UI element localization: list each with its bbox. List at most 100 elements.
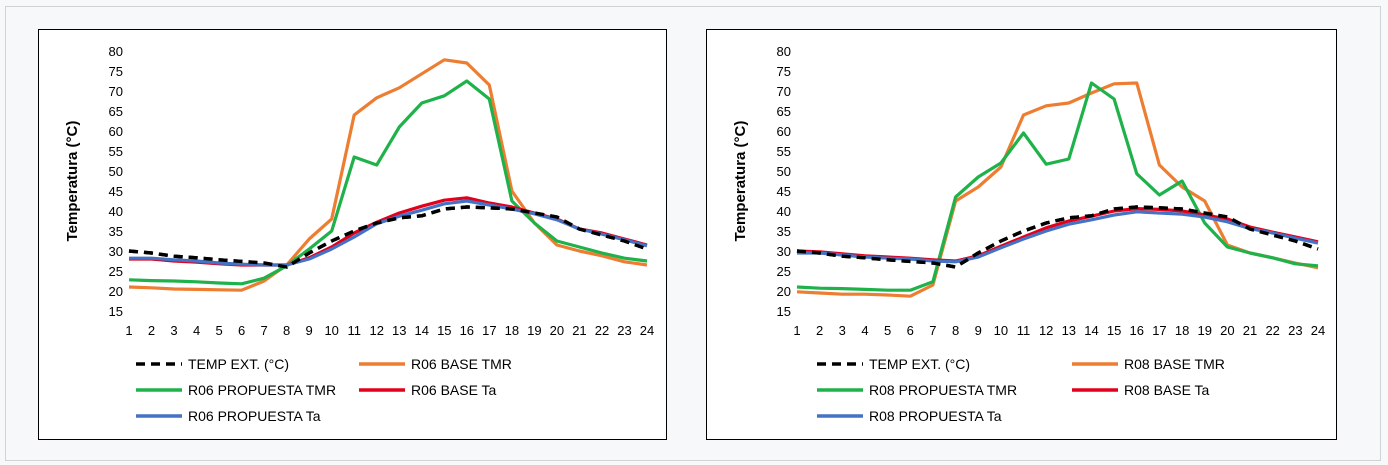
y-tick-label: 80: [777, 44, 791, 59]
y-tick-label: 70: [109, 84, 123, 99]
x-tick-label: 2: [148, 323, 155, 338]
series-line: [128, 79, 648, 286]
legend-label: R08 BASE TMR: [1124, 356, 1225, 372]
x-tick-label: 10: [324, 323, 338, 338]
x-tick-label: 16: [1130, 323, 1144, 338]
x-tick-label: 7: [929, 323, 936, 338]
x-tick-label: 3: [839, 323, 846, 338]
y-tick-label: 45: [109, 184, 123, 199]
y-axis-title: Temperatura (°C): [732, 121, 749, 242]
x-tick-label: 4: [861, 323, 868, 338]
x-tick-label: 21: [572, 323, 586, 338]
legend-label: R08 PROPUESTA TMR: [869, 382, 1017, 398]
x-tick-label: 16: [460, 323, 474, 338]
x-tick-label: 12: [1039, 323, 1053, 338]
x-tick-label: 18: [1175, 323, 1189, 338]
x-tick-label: 10: [994, 323, 1008, 338]
y-tick-label: 35: [777, 224, 791, 239]
y-tick-label: 35: [109, 224, 123, 239]
x-tick-label: 20: [1220, 323, 1234, 338]
x-tick-label: 15: [1107, 323, 1121, 338]
x-tick-label: 19: [527, 323, 541, 338]
y-tick-label: 60: [109, 124, 123, 139]
y-tick-label: 40: [109, 204, 123, 219]
x-tick-label: 3: [170, 323, 177, 338]
y-tick-label: 80: [109, 44, 123, 59]
x-tick-label: 8: [283, 323, 290, 338]
x-tick-label: 19: [1198, 323, 1212, 338]
y-tick-label: 75: [777, 64, 791, 79]
series-line: [129, 199, 648, 267]
x-tick-label: 14: [1084, 323, 1098, 338]
y-tick-label: 55: [777, 144, 791, 159]
y-tick-label: 25: [109, 264, 123, 279]
series-line: [796, 207, 1319, 263]
y-tick-label: 45: [777, 184, 791, 199]
chart-panel-r08: 15 20 25 30 35 40 45 50 55 60 65 70 75 80 1 2 3 4 5 6 7 8 9 10 1…: [706, 29, 1337, 440]
x-tick-label: 5: [884, 323, 891, 338]
y-tick-label: 40: [777, 204, 791, 219]
y-tick-label: 30: [109, 244, 123, 259]
x-tick-label: 13: [1062, 323, 1076, 338]
x-tick-label: 17: [1152, 323, 1166, 338]
x-tick-label: 8: [952, 323, 959, 338]
y-tick-label: 50: [777, 164, 791, 179]
x-tick-label: 11: [1017, 323, 1031, 338]
x-tick-label: 12: [370, 323, 384, 338]
x-tick-label: 6: [907, 323, 914, 338]
x-tick-label: 7: [261, 323, 268, 338]
y-tick-label: 15: [777, 304, 791, 319]
legend-label: R06 PROPUESTA Ta: [188, 408, 321, 424]
x-tick-label: 24: [640, 323, 654, 338]
x-tick-label: 23: [617, 323, 631, 338]
legend-label: R06 BASE Ta: [411, 382, 497, 398]
x-tick-label: 1: [125, 323, 132, 338]
x-tick-label: 15: [437, 323, 451, 338]
x-tick-label: 1: [793, 323, 800, 338]
x-tick-label: 24: [1311, 323, 1325, 338]
y-tick-label: 20: [777, 284, 791, 299]
x-tick-label: 18: [505, 323, 519, 338]
series-line: [796, 81, 1319, 298]
legend-label: R06 PROPUESTA TMR: [188, 382, 336, 398]
y-tick-label: 15: [109, 304, 123, 319]
x-tick-label: 17: [482, 323, 496, 338]
y-tick-label: 70: [777, 84, 791, 99]
x-tick-label: 9: [975, 323, 982, 338]
x-tick-label: 13: [392, 323, 406, 338]
legend-label: TEMP EXT. (°C): [869, 356, 970, 372]
y-tick-label: 30: [777, 244, 791, 259]
chart-panel-r06: 15 20 25 30 35 40 45 50 55 60 65 70 75 80 1 2 3 4 5 6 7 8 9 10 1…: [38, 29, 667, 440]
x-tick-label: 9: [306, 323, 313, 338]
y-tick-label: 25: [777, 264, 791, 279]
y-tick-label: 20: [109, 284, 123, 299]
y-tick-label: 55: [109, 144, 123, 159]
y-axis-title: Temperatura (°C): [64, 121, 81, 242]
y-tick-label: 65: [109, 104, 123, 119]
x-tick-label: 23: [1288, 323, 1302, 338]
legend-label: TEMP EXT. (°C): [188, 356, 289, 372]
x-tick-label: 22: [595, 323, 609, 338]
series-line-overlay: [796, 205, 1319, 269]
x-tick-label: 14: [415, 323, 429, 338]
x-tick-label: 4: [193, 323, 200, 338]
x-tick-label: 6: [238, 323, 245, 338]
legend-label: R08 PROPUESTA Ta: [869, 408, 1002, 424]
series-line: [128, 58, 648, 292]
legend-label: R08 BASE Ta: [1124, 382, 1210, 398]
y-tick-label: 50: [109, 164, 123, 179]
y-tick-label: 75: [109, 64, 123, 79]
y-tick-label: 60: [777, 124, 791, 139]
x-tick-label: 11: [347, 323, 361, 338]
series-line: [797, 210, 1319, 264]
x-tick-label: 22: [1265, 323, 1279, 338]
x-tick-label: 2: [816, 323, 823, 338]
x-tick-label: 20: [550, 323, 564, 338]
x-tick-label: 5: [215, 323, 222, 338]
series-line: [129, 196, 648, 267]
series-line-overlay: [128, 205, 648, 269]
x-tick-label: 21: [1243, 323, 1257, 338]
y-tick-label: 65: [777, 104, 791, 119]
